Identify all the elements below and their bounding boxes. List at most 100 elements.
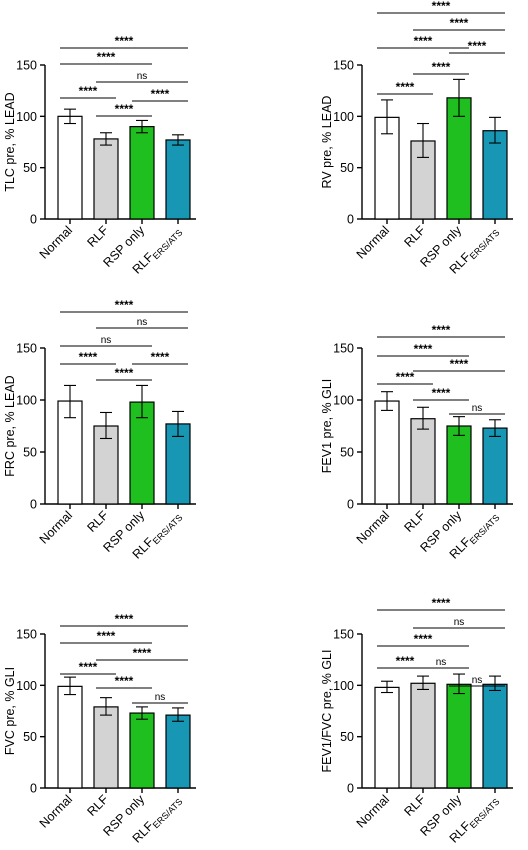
significance-label: ns <box>472 675 483 686</box>
y-tick-label: 150 <box>333 59 354 73</box>
bar-rlf <box>410 682 436 789</box>
significance-label: **** <box>151 350 170 364</box>
bar-rsp-only <box>446 683 472 789</box>
significance-label: **** <box>115 102 134 116</box>
y-tick-label: 100 <box>16 394 37 408</box>
y-tick-label: 100 <box>333 110 354 124</box>
x-tick-label: RLF <box>402 223 429 250</box>
bar-rsp-only <box>129 712 155 789</box>
y-tick-label: 150 <box>16 342 37 356</box>
significance-label: **** <box>414 632 433 646</box>
y-axis-label: RV pre, % LEAD <box>320 96 334 189</box>
bar-normal <box>374 686 400 789</box>
y-tick-label: 100 <box>333 679 354 693</box>
significance-label: **** <box>115 366 134 380</box>
significance-label: **** <box>133 646 152 660</box>
bar-rlf <box>410 418 436 505</box>
y-axis-label: FRC pre, % LEAD <box>3 375 17 476</box>
significance-label: **** <box>115 612 134 626</box>
significance-label: **** <box>115 298 134 312</box>
y-tick-label: 0 <box>30 213 37 227</box>
significance-label: **** <box>396 80 415 94</box>
y-tick-label: 150 <box>16 628 37 642</box>
x-tick-label: Normal <box>354 223 392 261</box>
significance-label: **** <box>414 342 433 356</box>
significance-label: **** <box>432 386 451 400</box>
bar-rsp-only <box>446 97 472 220</box>
y-tick-label: 50 <box>340 730 354 744</box>
significance-label: **** <box>97 50 116 64</box>
significance-label: ns <box>137 71 148 82</box>
significance-label: **** <box>115 674 134 688</box>
significance-label: **** <box>151 87 170 101</box>
bar-rsp-only <box>129 125 155 220</box>
bar-normal <box>374 400 400 505</box>
y-tick-label: 0 <box>347 782 354 796</box>
significance-label: **** <box>432 323 451 337</box>
y-tick-label: 0 <box>347 498 354 512</box>
significance-label: ns <box>454 617 465 628</box>
y-tick-label: 50 <box>340 161 354 175</box>
x-tick-label: Normal <box>37 508 75 546</box>
y-tick-label: 150 <box>333 342 354 356</box>
bar-rlf_ers_ats <box>482 130 508 220</box>
significance-label: **** <box>115 34 134 48</box>
y-tick-label: 0 <box>347 213 354 227</box>
significance-label: ns <box>436 657 447 668</box>
x-tick-label: RLF <box>85 792 112 819</box>
significance-label: **** <box>79 660 98 674</box>
x-tick-label: RLF <box>402 792 429 819</box>
y-axis-label: FVC pre, % GLI <box>3 667 17 755</box>
bar-rlf_ers_ats <box>165 139 191 220</box>
significance-label: **** <box>97 629 116 643</box>
y-tick-label: 50 <box>340 446 354 460</box>
x-tick-label: Normal <box>354 508 392 546</box>
bar-rlf <box>93 138 119 220</box>
y-axis-label: FEV1 pre, % GLI <box>320 379 334 473</box>
significance-label: **** <box>468 39 487 53</box>
y-tick-label: 150 <box>16 59 37 73</box>
bar-rlf_ers_ats <box>482 427 508 505</box>
significance-label: ns <box>472 403 483 414</box>
significance-label: **** <box>414 34 433 48</box>
significance-label: **** <box>432 596 451 610</box>
y-axis-label: TLC pre, % LEAD <box>3 92 17 191</box>
x-tick-label: RLF <box>85 223 112 250</box>
x-tick-label: Normal <box>37 223 75 261</box>
significance-label: **** <box>432 0 451 13</box>
significance-label: **** <box>450 16 469 30</box>
significance-label: **** <box>450 357 469 371</box>
bar-rlf_ers_ats <box>165 423 191 505</box>
significance-label: ns <box>137 317 148 328</box>
y-tick-label: 0 <box>30 498 37 512</box>
y-tick-label: 100 <box>333 394 354 408</box>
bar-rlf_ers_ats <box>482 683 508 789</box>
y-tick-label: 150 <box>333 628 354 642</box>
significance-label: **** <box>396 370 415 384</box>
y-tick-label: 100 <box>16 679 37 693</box>
y-tick-label: 50 <box>23 161 37 175</box>
bar-rlf_ers_ats <box>165 714 191 789</box>
y-tick-label: 100 <box>16 110 37 124</box>
y-tick-label: 50 <box>23 446 37 460</box>
x-tick-label: Normal <box>354 792 392 830</box>
significance-label: **** <box>79 84 98 98</box>
y-tick-label: 50 <box>23 730 37 744</box>
x-tick-label: RLF <box>402 508 429 535</box>
x-tick-label: Normal <box>37 792 75 830</box>
bar-rsp-only <box>446 425 472 505</box>
bar-rlf <box>93 706 119 789</box>
significance-label: **** <box>432 60 451 74</box>
significance-label: ns <box>101 335 112 346</box>
bar-normal <box>57 685 83 789</box>
significance-label: **** <box>396 654 415 668</box>
significance-label: **** <box>79 350 98 364</box>
x-tick-label: RLF <box>85 508 112 535</box>
